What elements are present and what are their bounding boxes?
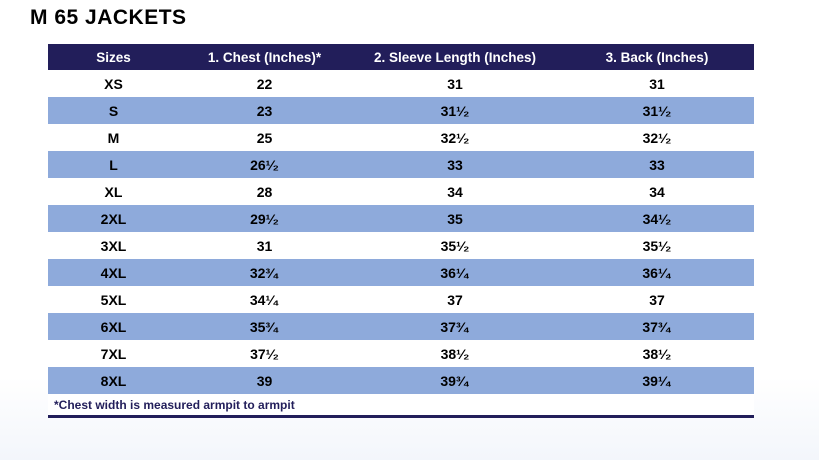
table-row: S 23 31¹⁄₂ 31¹⁄₂ [48,97,754,124]
chest-cell: 34¹⁄₄ [249,291,280,308]
table-row: 8XL 39 39³⁄₄ 39¹⁄₄ [48,367,754,394]
size-cell: S [108,102,119,119]
size-cell: 4XL [100,264,127,281]
sleeve-cell: 35¹⁄₂ [440,237,470,254]
back-cell: 34¹⁄₂ [642,210,672,227]
chest-cell: 22 [256,75,273,92]
table-row: 4XL 32³⁄₄ 36¹⁄₄ 36¹⁄₄ [48,259,754,286]
footnote-text: *Chest width is measured armpit to armpi… [48,394,754,418]
sleeve-cell: 39³⁄₄ [440,372,470,389]
header-row: Sizes 1. Chest (Inches)* 2. Sleeve Lengt… [48,44,754,70]
chest-cell: 23 [256,102,273,119]
back-cell: 37 [649,291,665,308]
back-cell: 31 [649,75,665,92]
chest-cell: 37¹⁄₂ [250,345,279,362]
sleeve-cell: 38¹⁄₂ [440,345,470,362]
sleeve-cell: 31 [447,75,463,92]
size-cell: XL [104,183,123,200]
back-cell: 39¹⁄₄ [642,372,672,389]
size-cell: XS [104,75,123,92]
sleeve-cell: 37³⁄₄ [440,318,470,335]
size-cell: 7XL [100,345,127,362]
sleeve-cell: 36¹⁄₄ [440,264,470,281]
size-cell: L [109,156,118,173]
chest-cell: 35³⁄₄ [249,318,280,335]
size-cell: 3XL [100,237,127,254]
back-cell: 32¹⁄₂ [642,129,672,146]
column-header-back: 3. Back (Inches) [560,44,754,70]
chest-cell: 26¹⁄₂ [250,156,279,173]
chest-cell: 39 [256,372,273,389]
back-cell: 33 [649,156,665,173]
size-cell: M [107,129,120,146]
sleeve-cell: 37 [447,291,463,308]
size-cell: 6XL [100,318,127,335]
page-title: M 65 JACKETS [30,6,187,29]
sleeve-cell: 32¹⁄₂ [440,129,470,146]
column-header-sizes: Sizes [48,44,179,70]
table-row: M 25 32¹⁄₂ 32¹⁄₂ [48,124,754,151]
sleeve-cell: 33 [447,156,463,173]
back-cell: 34 [649,183,665,200]
table-row: XS 22 31 31 [48,70,754,97]
back-cell: 35¹⁄₂ [642,237,672,254]
size-cell: 2XL [100,210,127,227]
table-row: L 26¹⁄₂ 33 33 [48,151,754,178]
table-row: 3XL 31 35¹⁄₂ 35¹⁄₂ [48,232,754,259]
chest-cell: 32³⁄₄ [249,264,280,281]
back-cell: 31¹⁄₂ [642,102,672,119]
column-header-chest: 1. Chest (Inches)* [179,44,350,70]
back-cell: 38¹⁄₂ [642,345,672,362]
sleeve-cell: 34 [447,183,463,200]
table-row: 6XL 35³⁄₄ 37³⁄₄ 37³⁄₄ [48,313,754,340]
sleeve-cell: 35 [447,210,463,227]
chest-cell: 25 [256,129,273,146]
table-row: 2XL 29¹⁄₂ 35 34¹⁄₂ [48,205,754,232]
chest-cell: 28 [256,183,273,200]
chest-cell: 29¹⁄₂ [250,210,279,227]
size-chart-table: Sizes 1. Chest (Inches)* 2. Sleeve Lengt… [48,44,754,418]
column-header-sleeve: 2. Sleeve Length (Inches) [350,44,560,70]
table-row: 5XL 34¹⁄₄ 37 37 [48,286,754,313]
size-cell: 5XL [100,291,127,308]
size-cell: 8XL [100,372,127,389]
table-row: 7XL 37¹⁄₂ 38¹⁄₂ 38¹⁄₂ [48,340,754,367]
table-row: XL 28 34 34 [48,178,754,205]
back-cell: 36¹⁄₄ [642,264,672,281]
footnote-row: *Chest width is measured armpit to armpi… [48,394,754,418]
back-cell: 37³⁄₄ [642,318,672,335]
sleeve-cell: 31¹⁄₂ [440,102,470,119]
chest-cell: 31 [256,237,273,254]
